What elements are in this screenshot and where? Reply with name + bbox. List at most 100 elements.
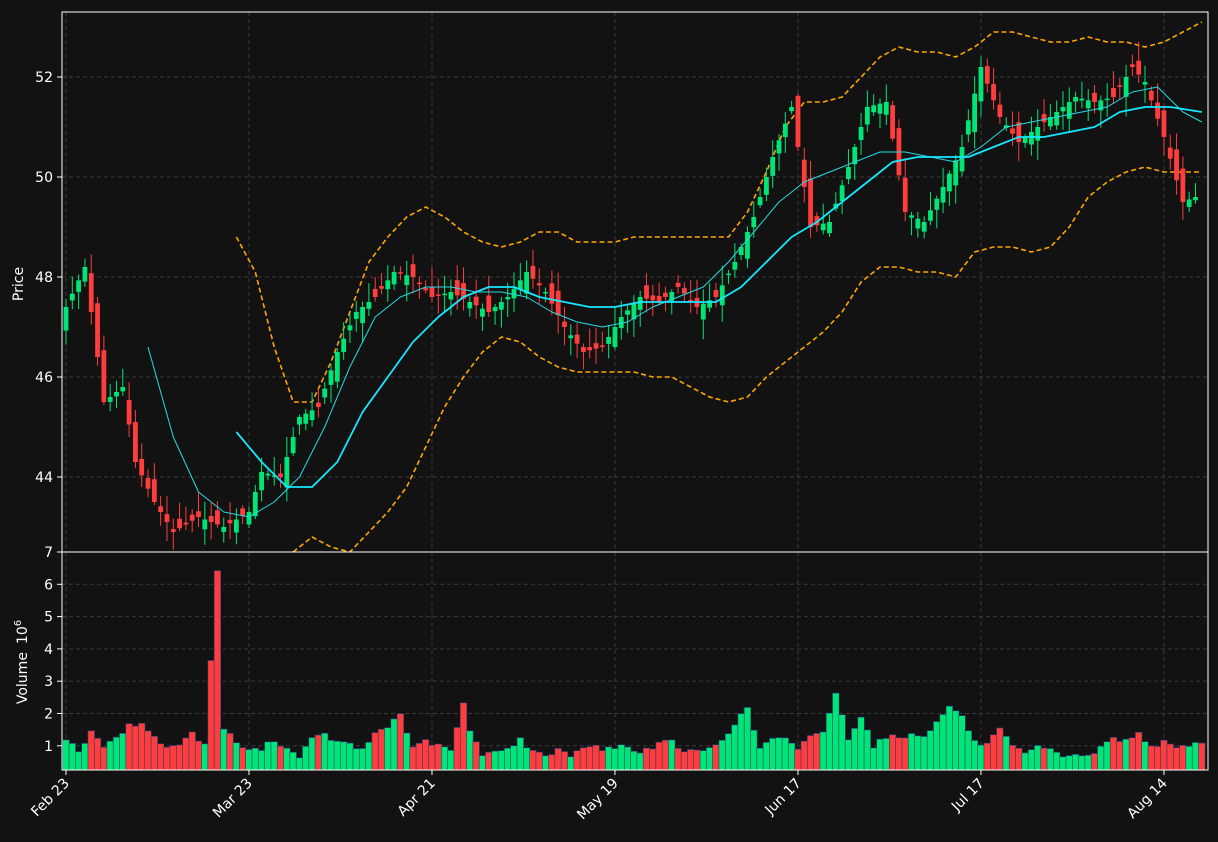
volume-bar xyxy=(617,744,625,771)
candle-body xyxy=(511,288,517,299)
candle-body xyxy=(663,292,668,297)
volume-bar xyxy=(403,732,411,771)
candle-body xyxy=(328,370,334,385)
volume-bar xyxy=(472,741,480,771)
candle-body xyxy=(63,307,69,331)
volume-tick-label: 1 xyxy=(44,739,53,755)
volume-bar xyxy=(800,740,808,771)
candle-body xyxy=(265,473,271,476)
candle-body xyxy=(278,473,283,477)
volume-bar xyxy=(1179,745,1187,771)
moving-averages xyxy=(147,86,1203,518)
candle-body xyxy=(688,299,694,302)
candle-body xyxy=(290,437,296,454)
volume-bar xyxy=(264,741,272,771)
candle-body xyxy=(839,185,845,202)
volume-bar xyxy=(523,747,531,771)
volume-bar xyxy=(1072,754,1080,771)
volume-bar xyxy=(1059,756,1067,771)
volume-axis-label-text: Volume xyxy=(15,652,31,704)
candle-body xyxy=(1085,100,1091,109)
volume-bar xyxy=(352,748,360,771)
volume-bar xyxy=(933,721,941,771)
candle-body xyxy=(1041,114,1047,122)
volume-bar xyxy=(1015,747,1023,771)
volume-bar xyxy=(1191,742,1200,771)
candle-body xyxy=(707,300,713,308)
candle-body xyxy=(814,216,820,226)
candle-body xyxy=(202,519,208,530)
candle-body xyxy=(1104,98,1110,101)
candle-body xyxy=(189,514,195,521)
candle-body xyxy=(524,272,530,294)
candle-body xyxy=(435,294,441,296)
volume-bar xyxy=(661,739,670,771)
volume-bar xyxy=(1109,737,1118,771)
candle-body xyxy=(1123,77,1129,97)
volume-bar xyxy=(188,731,196,771)
volume-bar xyxy=(1147,745,1155,771)
candle-body xyxy=(271,475,277,477)
candle-body xyxy=(921,222,927,232)
volume-bar xyxy=(62,739,70,771)
volume-bar xyxy=(314,734,323,771)
volume-bar xyxy=(674,748,682,771)
volume-axis-label: Volume 106 xyxy=(13,620,31,704)
price-grid xyxy=(62,12,1208,552)
candle-body xyxy=(1092,92,1097,102)
volume-bar xyxy=(1078,755,1086,771)
volume-bar xyxy=(560,751,569,771)
volume-bar xyxy=(857,716,865,771)
volume-bar xyxy=(756,747,764,771)
volume-bar xyxy=(283,747,291,771)
volume-bar xyxy=(201,743,209,771)
candle-body xyxy=(795,95,801,147)
volume-bar xyxy=(731,724,739,771)
candle-body xyxy=(928,210,933,221)
volume-bar xyxy=(636,752,644,771)
volume-bar xyxy=(510,745,518,771)
volume-bar xyxy=(882,738,890,771)
volume-bar xyxy=(1008,744,1017,771)
volume-bar xyxy=(327,740,335,771)
candle-body xyxy=(984,66,990,84)
candle-body xyxy=(1022,137,1028,144)
candle-body xyxy=(890,105,896,139)
candle-body xyxy=(341,338,347,353)
volume-bar xyxy=(226,733,234,771)
volume-bar xyxy=(213,570,222,771)
candle-body xyxy=(322,388,328,398)
volume-bar xyxy=(358,748,367,771)
candle-body xyxy=(88,273,94,312)
candle-body xyxy=(215,510,220,525)
candle-body xyxy=(316,402,321,407)
volume-bar xyxy=(251,747,259,771)
volume-y-ticks: 1 2 3 4 5 6 7 xyxy=(44,545,62,755)
volume-bar xyxy=(838,714,846,771)
volume-bar xyxy=(851,728,859,771)
candle-body xyxy=(208,516,214,522)
volume-bar xyxy=(150,736,158,771)
candle-body xyxy=(675,282,681,287)
volume-tick-label: 5 xyxy=(44,610,53,626)
volume-bar xyxy=(232,742,240,771)
price-tick-label: 46 xyxy=(35,370,53,386)
volume-bar xyxy=(245,749,253,771)
volume-bar xyxy=(365,741,373,771)
candle-body xyxy=(1161,110,1167,137)
candle-body xyxy=(505,297,511,300)
volume-bar xyxy=(112,736,121,771)
volume-bar xyxy=(289,751,297,771)
candle-body xyxy=(700,303,706,320)
volume-bar xyxy=(478,755,487,771)
candle-body xyxy=(69,293,75,301)
candle-body xyxy=(827,222,832,234)
volume-bar xyxy=(806,735,815,771)
candle-body xyxy=(587,347,593,351)
candle-body xyxy=(852,147,858,165)
volume-bar xyxy=(781,737,789,771)
candle-body xyxy=(410,264,416,277)
candle-body xyxy=(745,232,750,259)
candle-body xyxy=(366,302,372,309)
